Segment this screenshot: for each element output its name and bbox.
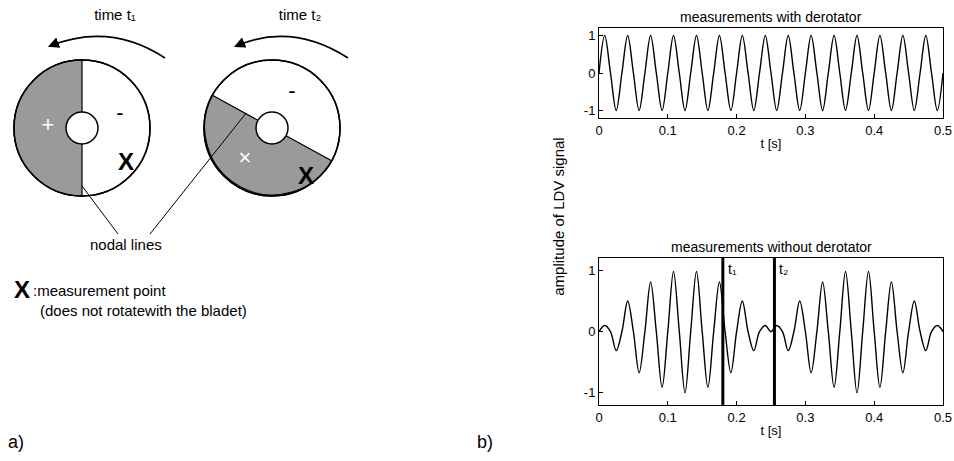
svg-text:0: 0 bbox=[595, 123, 602, 138]
svg-text:0.2: 0.2 bbox=[728, 410, 746, 425]
svg-text:X: X bbox=[14, 276, 30, 303]
svg-text:+: + bbox=[42, 112, 55, 137]
svg-text:b): b) bbox=[477, 432, 493, 452]
svg-text:1: 1 bbox=[588, 263, 595, 278]
svg-text::measurement point: :measurement point bbox=[33, 282, 166, 299]
svg-text:t [s]: t [s] bbox=[761, 423, 782, 438]
svg-text:0.3: 0.3 bbox=[796, 410, 814, 425]
svg-text:-1: -1 bbox=[584, 103, 596, 118]
svg-text:0.1: 0.1 bbox=[659, 123, 677, 138]
svg-text:time t₁: time t₁ bbox=[94, 6, 136, 23]
svg-text:1: 1 bbox=[588, 28, 595, 43]
svg-text:0.4: 0.4 bbox=[865, 123, 883, 138]
svg-text:0.5: 0.5 bbox=[934, 123, 952, 138]
svg-text:0.4: 0.4 bbox=[865, 410, 883, 425]
svg-text:0.2: 0.2 bbox=[728, 123, 746, 138]
svg-text:X: X bbox=[118, 148, 134, 175]
svg-text:t₂: t₂ bbox=[779, 261, 788, 277]
svg-text:nodal lines: nodal lines bbox=[90, 236, 162, 253]
svg-text:0: 0 bbox=[595, 410, 602, 425]
svg-text:0.5: 0.5 bbox=[934, 410, 952, 425]
svg-text:0.3: 0.3 bbox=[796, 123, 814, 138]
svg-text:(does not rotatewith the blade: (does not rotatewith the bladet) bbox=[40, 302, 247, 319]
svg-text:0.1: 0.1 bbox=[659, 410, 677, 425]
svg-text:-1: -1 bbox=[584, 385, 596, 400]
svg-text:0: 0 bbox=[588, 66, 595, 81]
svg-text:-: - bbox=[116, 100, 123, 125]
svg-text:amplitude of LDV signal: amplitude of LDV signal bbox=[550, 137, 567, 295]
svg-text:t₁: t₁ bbox=[728, 261, 737, 277]
svg-text:measurements with derotator: measurements with derotator bbox=[680, 9, 862, 25]
svg-text:time t₂: time t₂ bbox=[279, 6, 322, 23]
svg-text:t [s]: t [s] bbox=[761, 136, 782, 151]
svg-text:a): a) bbox=[8, 432, 24, 452]
svg-text:0: 0 bbox=[588, 324, 595, 339]
svg-text:measurements without derotator: measurements without derotator bbox=[671, 239, 872, 255]
svg-text:×: × bbox=[239, 145, 252, 170]
svg-text:-: - bbox=[288, 78, 295, 103]
svg-text:X: X bbox=[298, 162, 314, 189]
